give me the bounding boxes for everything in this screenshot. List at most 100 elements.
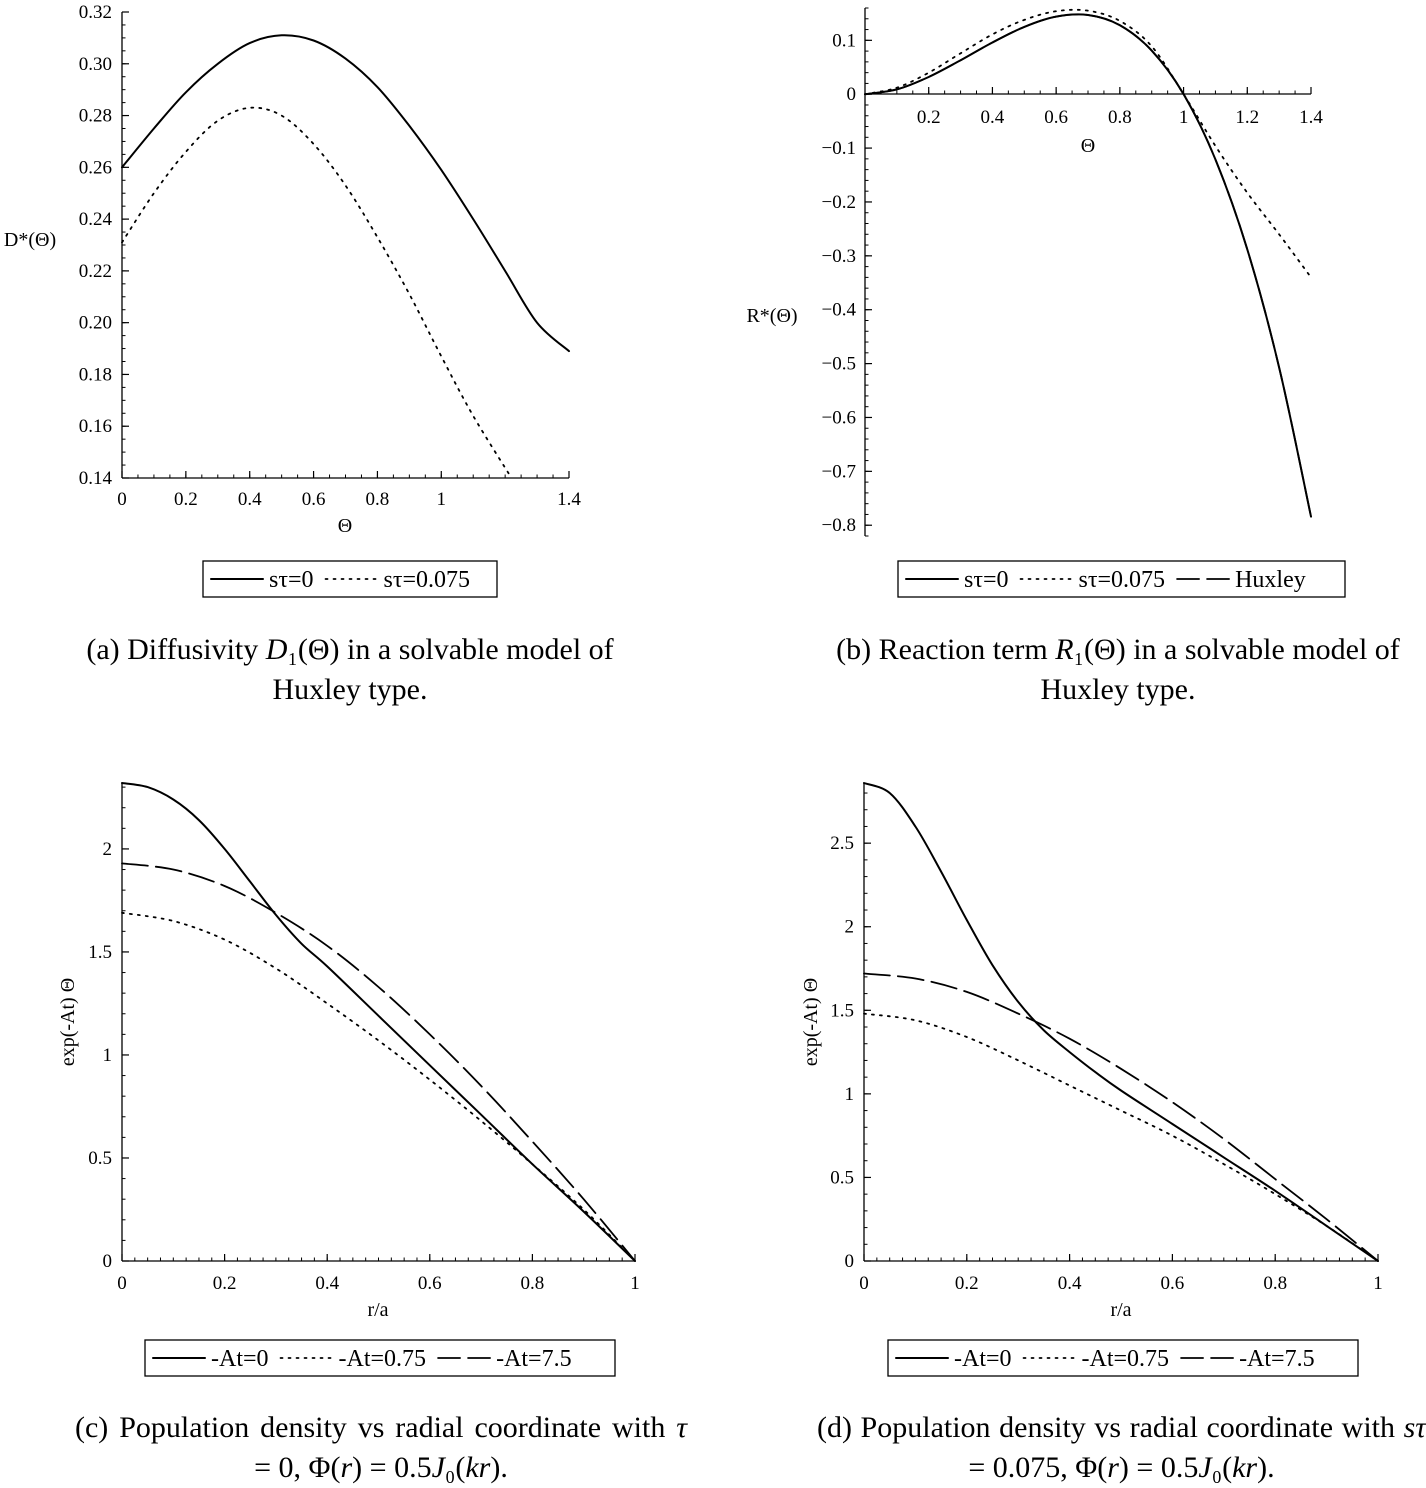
x-tick-label: 0.2: [955, 1273, 979, 1294]
y-tick-label: 2: [103, 839, 113, 860]
x-tick-label: 0.8: [1108, 107, 1132, 128]
legend: sτ=0 sτ=0.075: [202, 560, 498, 598]
x-tick-label: 0.2: [917, 107, 941, 128]
series-line-0: [121, 34, 570, 353]
series-line-0: [121, 782, 636, 1262]
legend-label-2: Huxley: [1235, 567, 1306, 593]
x-tick-label: 0.6: [1044, 107, 1068, 128]
chart-d: 0 0.2 0.4 0.6 0.8 1 0 0.5 1 1.5 2 2.5 r/a exp(-At) Θ -…: [800, 782, 1383, 1377]
series-line-1: [121, 106, 513, 479]
y-tick-label: −0.2: [822, 192, 856, 213]
caption-b-text: (b) Reaction term R₁(Θ) in a solvable mo…: [836, 633, 1400, 706]
y-tick-label: 0.14: [79, 468, 113, 489]
y-tick-label: 0: [845, 1251, 855, 1272]
y-tick-label: 0.26: [79, 157, 112, 178]
legend-label-0: sτ=0: [269, 567, 314, 593]
x-tick-label: 0.8: [1263, 1273, 1287, 1294]
x-tick-label: 0.2: [174, 489, 198, 510]
caption-c: (c) Population density vs radial coordin…: [75, 1408, 687, 1488]
y-axis-label: exp(-At) Θ: [57, 978, 79, 1066]
legend-label-0: -At=0: [211, 1346, 269, 1372]
legend: -At=0 -At=0.75 -At=7.5: [144, 1339, 616, 1377]
series-line-2: [121, 862, 636, 1262]
caption-c-text: (c) Population density vs radial coordin…: [75, 1411, 687, 1484]
legend-label-1: sτ=0.075: [384, 567, 471, 593]
x-tick-label: 0.6: [302, 489, 326, 510]
series-line-1: [863, 1012, 1379, 1262]
caption-b: (b) Reaction term R₁(Θ) in a solvable mo…: [810, 630, 1426, 710]
y-tick-label: 0.5: [830, 1167, 854, 1188]
y-tick-label: −0.5: [822, 354, 856, 375]
y-tick-label: −0.3: [822, 246, 856, 267]
x-axis-label: Θ: [1081, 135, 1095, 157]
y-tick-label: −0.8: [822, 515, 856, 536]
chart-b: 0.2 0.4 0.6 0.8 1 1.2 1.4 0.1 0 −0.1 −0.2 −0.3 −0.4 −…: [746, 7, 1346, 598]
chart-a: 0 0.2 0.4 0.6 0.8 1 1.4 0.14 0.16 0.18 0.20 0.22 0.2…: [4, 2, 581, 598]
x-axis-label: r/a: [1110, 1299, 1131, 1321]
legend-label-1: sτ=0.075: [1079, 567, 1166, 593]
legend-label-1: -At=0.75: [1082, 1346, 1170, 1372]
y-axis-label: R*(Θ): [746, 305, 797, 327]
y-axis-label: exp(-At) Θ: [800, 978, 822, 1066]
y-tick-label: 0.30: [79, 54, 112, 75]
x-tick-label: 0.4: [981, 107, 1005, 128]
legend-label-1: -At=0.75: [339, 1346, 427, 1372]
chart-c: 0 0.2 0.4 0.6 0.8 1 0 0.5 1 1.5 2 r/a exp(-At) Θ -At=…: [57, 782, 640, 1377]
x-tick-label: 0.6: [418, 1273, 442, 1294]
x-tick-label: 0.2: [213, 1273, 237, 1294]
legend-box: [887, 1339, 1359, 1377]
legend-box: [144, 1339, 616, 1377]
y-tick-label: −0.4: [822, 300, 857, 321]
y-tick-label: 0.5: [88, 1148, 112, 1169]
caption-d: (d) Population density vs radial coordin…: [817, 1408, 1426, 1488]
series-line-1: [864, 8, 1312, 279]
x-tick-label: 1: [630, 1273, 640, 1294]
y-tick-label: 1: [103, 1045, 113, 1066]
legend: -At=0 -At=0.75 -At=7.5: [887, 1339, 1359, 1377]
x-axis-label: r/a: [367, 1299, 388, 1321]
caption-a-text: (a) Diffusivity D₁(Θ) in a solvable mode…: [86, 633, 614, 706]
y-tick-label: −0.6: [822, 407, 856, 428]
legend-label-2: -At=7.5: [496, 1346, 572, 1372]
series-line-0: [864, 13, 1312, 518]
legend-label-0: sτ=0: [964, 567, 1009, 593]
x-tick-label: 0: [117, 489, 127, 510]
x-tick-label: 0.4: [1058, 1273, 1082, 1294]
y-tick-label: 0: [847, 84, 857, 105]
y-tick-label: −0.1: [822, 138, 856, 159]
x-tick-label: 0.4: [315, 1273, 339, 1294]
series-line-2: [863, 972, 1379, 1262]
y-axis-label: D*(Θ): [4, 229, 56, 251]
x-tick-label: 1.4: [1299, 107, 1323, 128]
x-tick-label: 0.4: [238, 489, 262, 510]
y-tick-label: 0.28: [79, 106, 112, 127]
y-tick-label: 0: [103, 1251, 113, 1272]
y-tick-label: 1.5: [830, 1000, 854, 1021]
x-tick-label: 1: [437, 489, 447, 510]
x-tick-label: 1.4: [557, 489, 581, 510]
y-tick-label: 0.24: [79, 209, 113, 230]
y-tick-label: 1.5: [88, 942, 112, 963]
x-axis-label: Θ: [338, 515, 352, 537]
y-tick-label: 0.32: [79, 2, 112, 23]
legend-label-2: -At=7.5: [1239, 1346, 1315, 1372]
y-tick-label: −0.7: [822, 461, 856, 482]
y-tick-label: 0.1: [832, 30, 856, 51]
caption-a: (a) Diffusivity D₁(Θ) in a solvable mode…: [40, 630, 660, 710]
legend-box: [897, 560, 1346, 598]
caption-d-text: (d) Population density vs radial coordin…: [817, 1411, 1426, 1484]
series-line-1: [121, 911, 636, 1262]
y-tick-label: 0.22: [79, 261, 112, 282]
series-line-2: [864, 13, 1312, 518]
x-tick-label: 0: [117, 1273, 127, 1294]
series-line-0: [863, 782, 1379, 1262]
x-tick-label: 1.2: [1235, 107, 1259, 128]
y-tick-label: 0.18: [79, 364, 112, 385]
y-tick-label: 0.20: [79, 313, 112, 334]
y-tick-label: 2.5: [830, 833, 854, 854]
y-tick-label: 0.16: [79, 416, 112, 437]
x-tick-label: 0.6: [1161, 1273, 1185, 1294]
x-tick-label: 1: [1373, 1273, 1383, 1294]
x-tick-label: 0.8: [521, 1273, 545, 1294]
